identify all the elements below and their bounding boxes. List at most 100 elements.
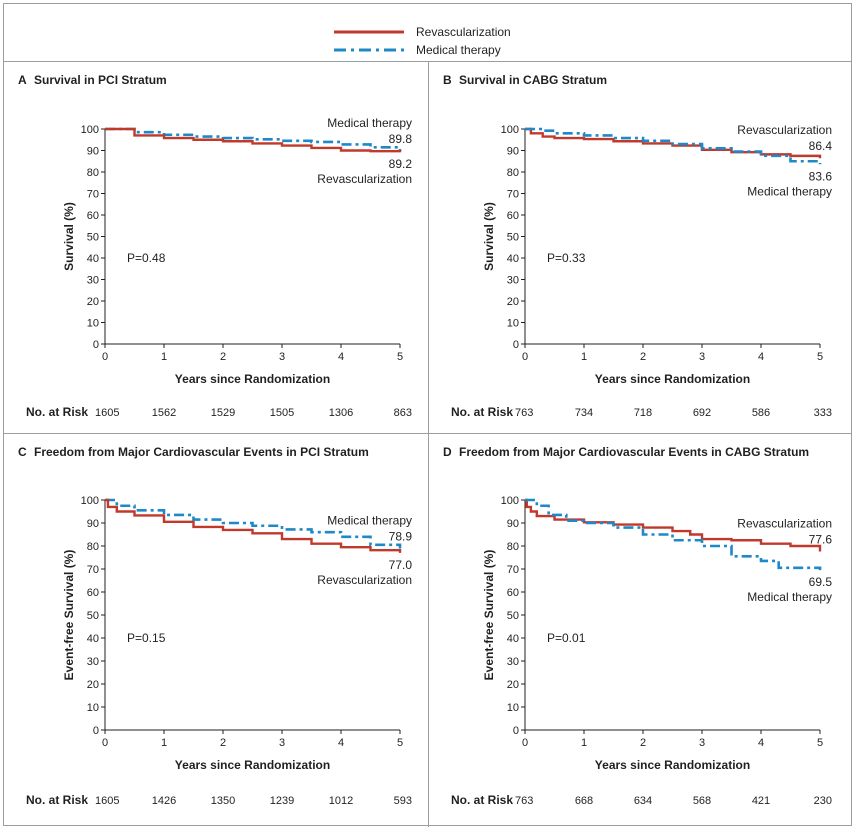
- annotation-upper-value: 86.4: [809, 139, 833, 153]
- x-axis-label: Years since Randomization: [595, 758, 750, 772]
- panel-title-text: Freedom from Major Cardiovascular Events…: [34, 445, 369, 459]
- p-value: P=0.01: [547, 631, 586, 645]
- panel-title: A Survival in PCI Stratum: [18, 73, 167, 87]
- at-risk-value: 718: [634, 407, 652, 419]
- y-tick-label: 80: [87, 167, 99, 179]
- p-value: P=0.48: [127, 251, 166, 265]
- at-risk-value: 593: [394, 795, 412, 807]
- y-tick-label: 60: [507, 210, 519, 222]
- y-tick-label: 90: [507, 518, 519, 530]
- annotation-upper-value: 77.6: [809, 533, 833, 547]
- at-risk-header: No. at Risk: [26, 405, 88, 419]
- x-tick-label: 3: [699, 737, 705, 749]
- series-line-revascularization: [525, 498, 822, 552]
- y-tick-label: 80: [87, 541, 99, 553]
- x-tick-label: 5: [397, 351, 403, 363]
- at-risk-value: 568: [693, 795, 711, 807]
- series-line-revascularization: [105, 127, 402, 153]
- y-tick-label: 40: [87, 633, 99, 645]
- annotation-lower-value: 77.0: [389, 558, 413, 572]
- series-line-medical-therapy: [525, 498, 822, 571]
- y-tick-label: 10: [507, 702, 519, 714]
- annotation-upper-label: Revascularization: [737, 517, 832, 531]
- y-tick-label: 0: [513, 339, 519, 351]
- annotation-lower-label: Medical therapy: [747, 590, 832, 604]
- at-risk-value: 863: [394, 407, 412, 419]
- at-risk-value: 333: [814, 407, 832, 419]
- annotation-lower-value: 89.2: [389, 157, 413, 171]
- at-risk-header: No. at Risk: [451, 793, 513, 807]
- y-tick-label: 70: [87, 564, 99, 576]
- annotation-lower-label: Revascularization: [317, 172, 412, 186]
- panel-letter: C: [18, 445, 27, 459]
- series-line-medical-therapy: [105, 498, 402, 549]
- x-tick-label: 0: [522, 351, 528, 363]
- y-tick-label: 100: [501, 495, 519, 507]
- y-tick-label: 40: [507, 253, 519, 265]
- panel-divider-horizontal: [4, 433, 851, 434]
- x-tick-label: 5: [817, 737, 823, 749]
- legend-item-revascularization: Revascularization: [334, 23, 511, 41]
- y-tick-label: 50: [507, 610, 519, 622]
- annotation-lower-value: 69.5: [809, 575, 833, 589]
- at-risk-value: 763: [515, 407, 533, 419]
- x-tick-label: 2: [640, 351, 646, 363]
- legend-label-medical-therapy: Medical therapy: [416, 43, 501, 57]
- figure-frame: Revascularization Medical therapy A Survi…: [3, 3, 853, 827]
- panel-title-text: Survival in CABG Stratum: [459, 73, 607, 87]
- y-tick-label: 60: [87, 587, 99, 599]
- x-tick-label: 2: [220, 737, 226, 749]
- x-tick-label: 5: [817, 351, 823, 363]
- x-tick-label: 4: [338, 351, 344, 363]
- legend-swatch-revascularization: [334, 30, 404, 34]
- x-axis-label: Years since Randomization: [175, 372, 330, 386]
- x-tick-label: 3: [699, 351, 705, 363]
- at-risk-header: No. at Risk: [451, 405, 513, 419]
- annotation-upper-label: Medical therapy: [327, 116, 412, 130]
- x-tick-label: 1: [581, 737, 587, 749]
- annotation-lower-label: Medical therapy: [747, 184, 832, 198]
- at-risk-value: 668: [575, 795, 593, 807]
- at-risk-value: 1306: [329, 407, 353, 419]
- panel-divider-vertical: [428, 62, 429, 827]
- legend-swatch-medical-therapy: [334, 48, 404, 52]
- panel-b-survival-cabg: B Survival in CABG Stratum 0 10 20 30 40 50 60 70…: [429, 62, 853, 433]
- x-axis-label: Years since Randomization: [595, 372, 750, 386]
- y-tick-label: 70: [87, 189, 99, 201]
- annotation-upper-label: Medical therapy: [327, 514, 412, 528]
- chart-svg: D Freedom from Major Cardiovascular Event…: [443, 445, 833, 807]
- y-tick-label: 30: [507, 275, 519, 287]
- y-tick-label: 20: [507, 679, 519, 691]
- annotation-lower-label: Revascularization: [317, 573, 412, 587]
- legend-item-medical-therapy: Medical therapy: [334, 41, 501, 59]
- y-tick-label: 80: [507, 541, 519, 553]
- y-tick-label: 50: [87, 610, 99, 622]
- at-risk-value: 1605: [95, 407, 119, 419]
- panel-a-survival-pci: A Survival in PCI Stratum 0 10 20 30 40 50 60 70 8…: [4, 62, 428, 433]
- y-tick-label: 10: [87, 318, 99, 330]
- at-risk-value: 1239: [270, 795, 294, 807]
- y-tick-label: 20: [87, 296, 99, 308]
- panel-letter: A: [18, 73, 27, 87]
- legend-label-revascularization: Revascularization: [416, 25, 511, 39]
- y-tick-label: 50: [87, 232, 99, 244]
- p-value: P=0.33: [547, 251, 586, 265]
- x-tick-label: 3: [279, 737, 285, 749]
- y-tick-label: 0: [513, 725, 519, 737]
- y-tick-label: 90: [87, 146, 99, 158]
- y-tick-label: 0: [93, 339, 99, 351]
- at-risk-value: 1562: [152, 407, 176, 419]
- y-tick-label: 100: [501, 124, 519, 136]
- annotation-upper-label: Revascularization: [737, 123, 832, 137]
- at-risk-value: 1605: [95, 795, 119, 807]
- at-risk-value: 1012: [329, 795, 353, 807]
- panel-title-text: Survival in PCI Stratum: [34, 73, 167, 87]
- chart-svg: C Freedom from Major Cardiovascular Event…: [18, 445, 413, 807]
- x-tick-label: 1: [161, 351, 167, 363]
- y-tick-label: 40: [87, 253, 99, 265]
- x-tick-label: 0: [522, 737, 528, 749]
- y-tick-label: 20: [507, 296, 519, 308]
- x-tick-label: 1: [161, 737, 167, 749]
- panel-c-events-pci: C Freedom from Major Cardiovascular Event…: [4, 434, 428, 827]
- y-tick-label: 100: [81, 495, 99, 507]
